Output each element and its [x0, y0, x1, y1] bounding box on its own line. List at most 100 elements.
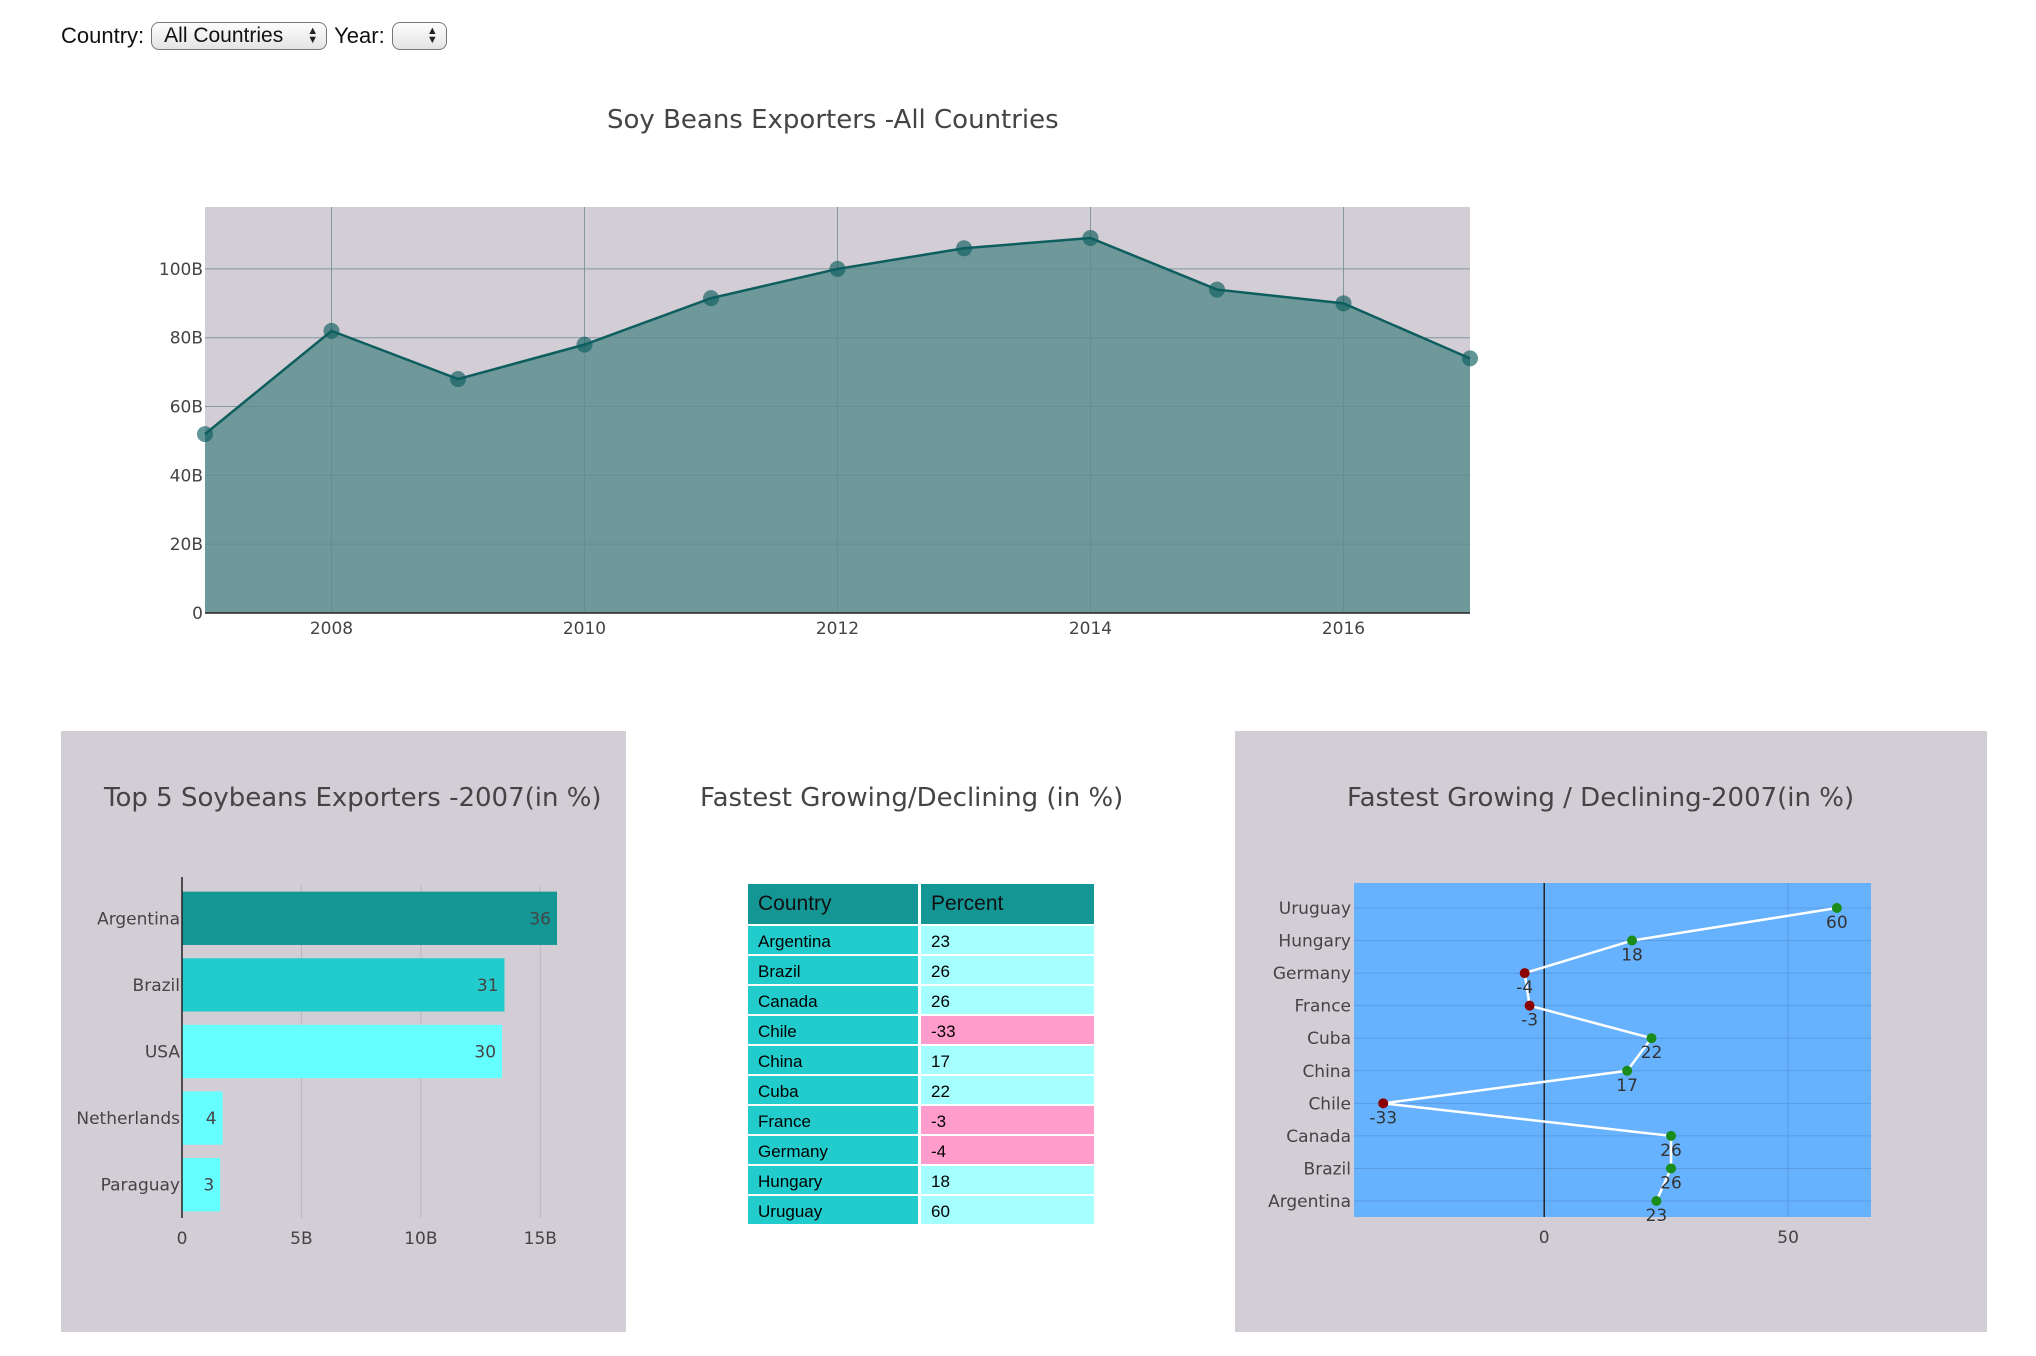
country-cell: Chile: [748, 1016, 918, 1044]
bar-value-label: 4: [206, 1109, 217, 1129]
data-point: [1082, 229, 1099, 246]
bar-value-label: 31: [477, 976, 499, 996]
x-tick-label: 2010: [563, 619, 606, 639]
category-label: Argentina: [1268, 1192, 1351, 1212]
country-cell: Cuba: [748, 1076, 918, 1104]
bar-chart: 36 Argentina 31 Brazil 30 USA 4 Netherlands 3 Par…: [76, 877, 558, 1249]
data-label: 18: [1621, 946, 1643, 966]
category-label: China: [1302, 1062, 1351, 1082]
data-point: [1646, 1033, 1657, 1044]
country-cell: Hungary: [748, 1166, 918, 1194]
x-tick-label: 0: [1539, 1228, 1550, 1248]
x-tick-label: 2014: [1069, 619, 1112, 639]
country-cell: France: [748, 1106, 918, 1134]
data-point: [450, 371, 466, 388]
x-tick-label: 2012: [816, 619, 859, 639]
select-arrows-icon: ▲ ▼: [307, 25, 319, 46]
percent-cell: 18: [921, 1166, 1094, 1194]
data-point: [1462, 350, 1478, 367]
table-row: Uruguay 60: [748, 1196, 1094, 1224]
table-row: Brazil 26: [748, 956, 1094, 984]
category-label: Argentina: [97, 909, 180, 929]
category-label: Hungary: [1278, 932, 1351, 952]
percent-cell: 60: [921, 1196, 1094, 1224]
percent-cell: 26: [921, 956, 1094, 984]
data-label: -4: [1516, 978, 1533, 998]
table-row: France -3: [748, 1106, 1094, 1134]
column-header-percent: Percent: [921, 884, 1094, 924]
table-row: Argentina 23: [748, 926, 1094, 954]
connector-line: [1383, 906, 1838, 1202]
bar: [182, 958, 505, 1012]
percent-cell: 26: [921, 986, 1094, 1014]
y-tick-label: 0: [192, 604, 203, 624]
area-chart: 2008 2010 2012 2014 2016 0 20B 40B 60B 80B 100B: [159, 207, 1478, 639]
data-point: [1519, 968, 1530, 979]
x-tick-label: 5B: [290, 1229, 312, 1249]
table-row: China 17: [748, 1046, 1094, 1074]
bar-value-label: 30: [474, 1043, 496, 1063]
filter-controls: Country: All Countries ▲ ▼ Year: ▲ ▼: [61, 22, 447, 50]
category-label: Cuba: [1307, 1029, 1351, 1049]
bar-value-label: 36: [529, 909, 551, 929]
table-row: Hungary 18: [748, 1166, 1094, 1194]
category-label: Netherlands: [76, 1109, 180, 1129]
table-body: Argentina 23 Brazil 26 Canada 26 Chile -33 China…: [748, 926, 1094, 1224]
category-label: Brazil: [1304, 1159, 1351, 1179]
data-point: [1524, 1000, 1535, 1011]
x-tick-label: 10B: [404, 1229, 437, 1249]
data-label: 26: [1660, 1141, 1682, 1161]
year-select[interactable]: ▲ ▼: [391, 22, 447, 50]
category-label: Germany: [1273, 964, 1351, 984]
data-point: [1831, 903, 1842, 913]
data-point: [197, 426, 213, 443]
area-chart-title: Soy Beans Exporters -All Countries: [607, 105, 1059, 135]
country-cell: Brazil: [748, 956, 918, 984]
category-label: Canada: [1286, 1127, 1351, 1147]
country-cell: Argentina: [748, 926, 918, 954]
percent-cell: 22: [921, 1076, 1094, 1104]
table-row: Cuba 22: [748, 1076, 1094, 1104]
table-row: Chile -33: [748, 1016, 1094, 1044]
data-label: 23: [1646, 1206, 1668, 1226]
data-point: [1209, 281, 1225, 298]
percent-cell: 17: [921, 1046, 1094, 1074]
bar: [182, 1024, 503, 1079]
bar-chart-title: Top 5 Soybeans Exporters -2007(in %): [104, 783, 602, 813]
y-tick-label: 60B: [170, 398, 203, 418]
dot-chart-title: Fastest Growing / Declining-2007(in %): [1347, 783, 1855, 813]
table-row: Germany -4: [748, 1136, 1094, 1164]
category-label: Chile: [1308, 1094, 1351, 1114]
select-arrows-icon: ▲ ▼: [426, 25, 438, 46]
x-tick-label: 50: [1777, 1228, 1799, 1248]
data-label: -3: [1521, 1011, 1538, 1031]
y-tick-label: 40B: [170, 466, 203, 486]
data-point: [1622, 1065, 1633, 1076]
category-label: Brazil: [133, 976, 180, 996]
data-point: [1651, 1196, 1662, 1206]
bar-value-label: 3: [203, 1176, 214, 1196]
table-header: Country Percent: [748, 884, 1094, 924]
x-tick-label: 2008: [310, 619, 353, 639]
data-point: [323, 322, 340, 339]
year-label: Year:: [334, 23, 385, 48]
percent-cell: -4: [921, 1136, 1094, 1164]
data-point: [829, 260, 846, 277]
percent-cell: 23: [921, 926, 1094, 954]
y-tick-label: 100B: [159, 260, 203, 280]
country-cell: China: [748, 1046, 918, 1074]
x-tick-label: 15B: [524, 1229, 557, 1249]
x-tick-label: 0: [177, 1229, 188, 1249]
data-point: [1378, 1098, 1389, 1109]
data-point: [1666, 1130, 1677, 1141]
data-point: [1335, 295, 1352, 312]
country-label: Country:: [61, 23, 145, 48]
y-tick-label: 80B: [170, 329, 203, 349]
data-label: 26: [1660, 1173, 1682, 1193]
category-label: Uruguay: [1279, 899, 1351, 919]
data-point: [1627, 935, 1638, 946]
country-select[interactable]: All Countries ▲ ▼: [151, 22, 328, 50]
data-label: 60: [1826, 913, 1848, 933]
y-tick-label: 20B: [170, 535, 203, 555]
data-label: 17: [1616, 1076, 1638, 1096]
